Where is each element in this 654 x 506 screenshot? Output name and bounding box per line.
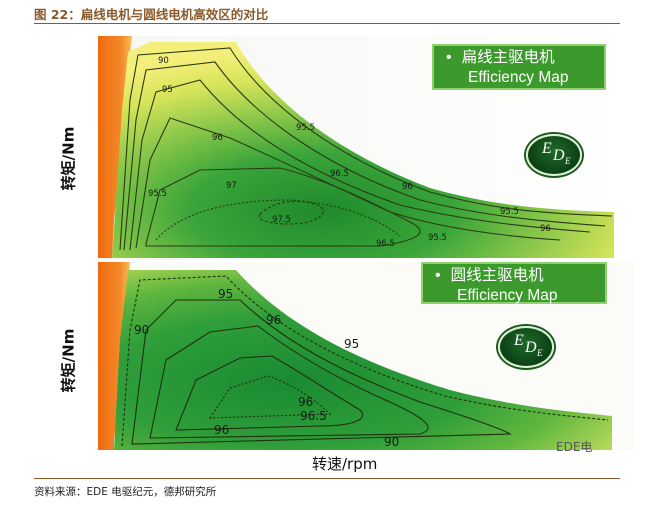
logo-letter-e: E: [514, 332, 524, 349]
bottom-contour-label: 96.5: [300, 409, 327, 423]
logo-letter-e-sub: E: [537, 348, 543, 358]
top-y-axis-label: 转矩/Nm: [59, 126, 78, 191]
bottom-contour-label: 95: [218, 287, 233, 301]
top-legend-title: 扁线主驱电机: [461, 49, 555, 66]
x-axis-label: 转速/rpm: [312, 455, 378, 473]
top-contour-label: 97: [226, 181, 237, 191]
top-efficiency-region: [112, 42, 614, 258]
top-low-efficiency-region: [98, 36, 132, 258]
bottom-contour-label: 96: [266, 313, 281, 327]
top-contour-lines: [119, 47, 613, 251]
bottom-legend-box: • 圆线主驱电机 Efficiency Map: [421, 262, 607, 304]
bottom-contour-label: 95: [344, 337, 359, 351]
bottom-contour-lines: [121, 275, 609, 447]
figure-title: 图 22：扁线电机与圆线电机高效区的对比: [34, 7, 269, 22]
top-legend-subtitle: Efficiency Map: [468, 69, 569, 86]
source-rule: [34, 478, 620, 479]
top-contour-label: 96: [212, 133, 223, 143]
logo-letter-e-sub: E: [565, 156, 571, 166]
logo-letter-d: D: [553, 147, 565, 164]
top-contour-labels: 90 95 96 95.5 96.5 97 95.5 96 97.5 95.5 …: [148, 56, 551, 249]
top-ede-logo: E D E: [526, 134, 582, 176]
bottom-contour-label: 90: [134, 323, 149, 337]
top-contour-label: 96: [540, 224, 551, 234]
top-contour-label: 95.5: [428, 233, 447, 243]
bottom-contour-label: 90: [384, 435, 399, 449]
legend-bullet: •: [446, 49, 452, 66]
source-note: 资料来源：EDE 电驱纪元，德邦研究所: [34, 486, 217, 498]
bottom-legend-subtitle: Efficiency Map: [457, 287, 558, 304]
logo-letter-e: E: [542, 140, 552, 157]
bottom-contour-label: 96: [298, 395, 313, 409]
top-contour-label: 95.5: [500, 207, 519, 217]
title-rule: [34, 23, 620, 24]
logo-letter-d: D: [525, 339, 537, 356]
top-contour-label: 96: [402, 182, 413, 192]
top-legend-box: • 扁线主驱电机 Efficiency Map: [432, 44, 606, 90]
top-contour-label: 95.5: [148, 189, 167, 199]
legend-bullet: •: [435, 267, 441, 284]
top-contour-label: 90: [158, 56, 169, 66]
bottom-y-axis-label: 转矩/Nm: [59, 328, 78, 393]
top-contour-label: 95.5: [296, 123, 315, 133]
bottom-low-efficiency-region: [98, 262, 130, 450]
top-contour-label: 97.5: [272, 215, 291, 225]
bottom-ede-logo: E D E: [498, 326, 554, 368]
watermark: EDE电: [556, 440, 593, 454]
bottom-contour-labels: 95 90 96 95 96 96.5 96 90: [134, 287, 399, 449]
bottom-legend-title: 圆线主驱电机: [450, 267, 544, 284]
bottom-contour-label: 96: [214, 423, 229, 437]
top-contour-label: 96.5: [330, 169, 349, 179]
top-contour-label: 95: [162, 85, 173, 95]
bottom-efficiency-region: [114, 270, 612, 450]
top-contour-label: 96.5: [376, 239, 395, 249]
